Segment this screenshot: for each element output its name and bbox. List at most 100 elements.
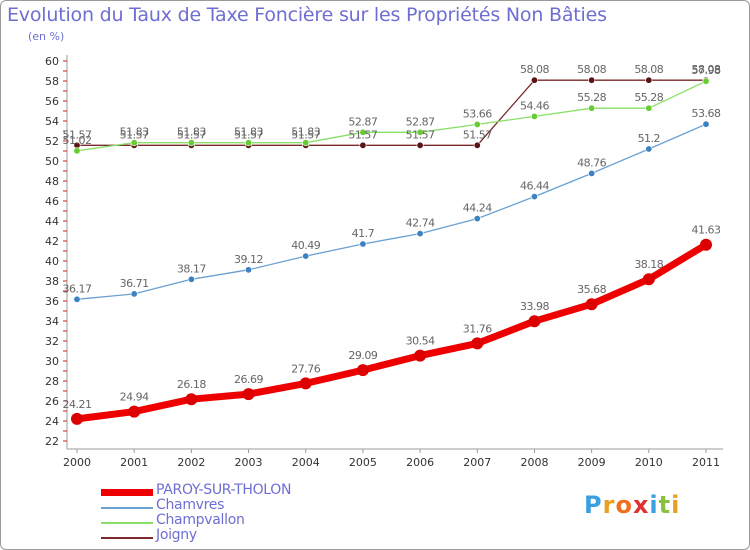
data-label: 53.66 — [463, 107, 492, 120]
data-point — [642, 273, 655, 286]
data-label: 51.83 — [234, 126, 263, 139]
data-point — [414, 349, 427, 362]
chart-subtitle: (en %) — [28, 30, 65, 43]
data-point — [71, 412, 83, 425]
data-label: 42.74 — [406, 217, 435, 230]
data-point — [645, 76, 653, 84]
data-label: 31.76 — [463, 322, 492, 335]
data-point — [473, 141, 481, 149]
data-label: 26.69 — [234, 373, 263, 386]
y-tick-label: 40 — [45, 255, 59, 268]
y-tick-label: 58 — [45, 75, 59, 88]
y-tick-label: 48 — [45, 175, 59, 188]
data-label: 51.57 — [234, 128, 263, 141]
data-point — [187, 139, 195, 147]
y-tick-label: 32 — [45, 335, 59, 348]
data-label: 51.57 — [120, 128, 149, 141]
data-point — [588, 169, 596, 177]
y-tick-label: 60 — [45, 55, 59, 68]
series-line — [76, 80, 707, 152]
series-layer — [71, 76, 712, 425]
y-tick-label: 28 — [45, 375, 59, 388]
y-tick-label: 46 — [45, 195, 59, 208]
data-label: 40.49 — [291, 239, 320, 252]
data-point — [416, 141, 424, 149]
data-point — [245, 266, 253, 274]
series-chamvres — [73, 120, 710, 303]
x-tick-label: 2010 — [635, 456, 663, 469]
data-point — [356, 364, 369, 377]
logo-letter: i — [671, 491, 681, 519]
data-label: 38.18 — [634, 258, 663, 271]
legend-swatch — [101, 537, 153, 539]
x-tick-label: 2011 — [692, 456, 720, 469]
data-point — [73, 295, 81, 303]
series-line — [76, 123, 707, 300]
logo-letter: P — [584, 491, 603, 519]
data-label: 36.17 — [63, 282, 92, 295]
data-label: 51.02 — [63, 134, 92, 147]
data-label: 55.28 — [634, 91, 663, 104]
logo-letter: r — [602, 491, 616, 519]
series-joigny — [73, 76, 710, 149]
series-line — [73, 241, 710, 423]
logo-letter: t — [658, 491, 672, 519]
data-point — [473, 215, 481, 223]
data-point — [187, 275, 195, 283]
data-point — [416, 230, 424, 238]
data-label: 51.57 — [406, 128, 435, 141]
data-point — [242, 388, 255, 401]
data-label: 48.76 — [577, 156, 606, 169]
y-tick-label: 54 — [45, 115, 59, 128]
series-line — [76, 79, 707, 146]
y-tick-label: 34 — [45, 315, 59, 328]
data-point — [73, 147, 81, 155]
data-label: 51.57 — [291, 128, 320, 141]
legend-swatch — [101, 489, 153, 496]
series-paroy-sur-tholon — [71, 238, 712, 425]
y-tick-label: 36 — [45, 295, 59, 308]
data-label: 58.08 — [634, 63, 663, 76]
y-tick-label: 44 — [45, 215, 59, 228]
data-point — [128, 405, 141, 418]
data-label: 44.24 — [463, 202, 492, 215]
data-point — [473, 120, 481, 128]
y-tick-label: 52 — [45, 135, 59, 148]
data-point — [645, 104, 653, 112]
data-label: 51.57 — [463, 128, 492, 141]
chart-title: Evolution du Taux de Taxe Foncière sur l… — [7, 4, 607, 26]
x-tick-label: 2003 — [235, 456, 263, 469]
data-point — [299, 377, 312, 390]
y-tick-label: 38 — [45, 275, 59, 288]
data-label: 41.7 — [352, 227, 375, 240]
logo-letter: x — [632, 491, 650, 519]
data-point — [588, 76, 596, 84]
data-label: 51.83 — [120, 126, 149, 139]
data-label: 33.98 — [520, 300, 549, 313]
data-label: 58.08 — [520, 63, 549, 76]
data-labels-layer: 51.57 51.57 51.57 51.57 51.57 51.57 51.57 51.57… — [63, 63, 722, 411]
logo-letter: i — [649, 491, 659, 519]
x-tick-label: 2008 — [520, 456, 548, 469]
data-label: 41.63 — [692, 224, 721, 237]
data-point — [130, 290, 138, 298]
data-label: 30.54 — [406, 335, 435, 348]
data-label: 29.09 — [348, 349, 377, 362]
data-point — [302, 139, 310, 147]
x-tick-label: 2007 — [463, 456, 491, 469]
legend-label: Champvallon — [156, 512, 245, 528]
data-point — [530, 76, 538, 84]
y-tick-label: 22 — [45, 435, 59, 448]
y-tick-label: 50 — [45, 155, 59, 168]
data-label: 57.98 — [692, 64, 721, 77]
line-chart: 22 24 26 28 30 32 34 36 38 40 42 44 46 48 50 52 54 56 58 60… — [45, 55, 723, 469]
data-label: 58.08 — [577, 63, 606, 76]
data-label: 35.68 — [577, 283, 606, 296]
data-point — [700, 238, 712, 251]
logo-letter: o — [615, 491, 633, 519]
legend-swatch — [101, 507, 153, 509]
data-label: 51.2 — [638, 132, 661, 145]
x-tick-label: 2006 — [406, 456, 434, 469]
data-point — [359, 128, 367, 136]
